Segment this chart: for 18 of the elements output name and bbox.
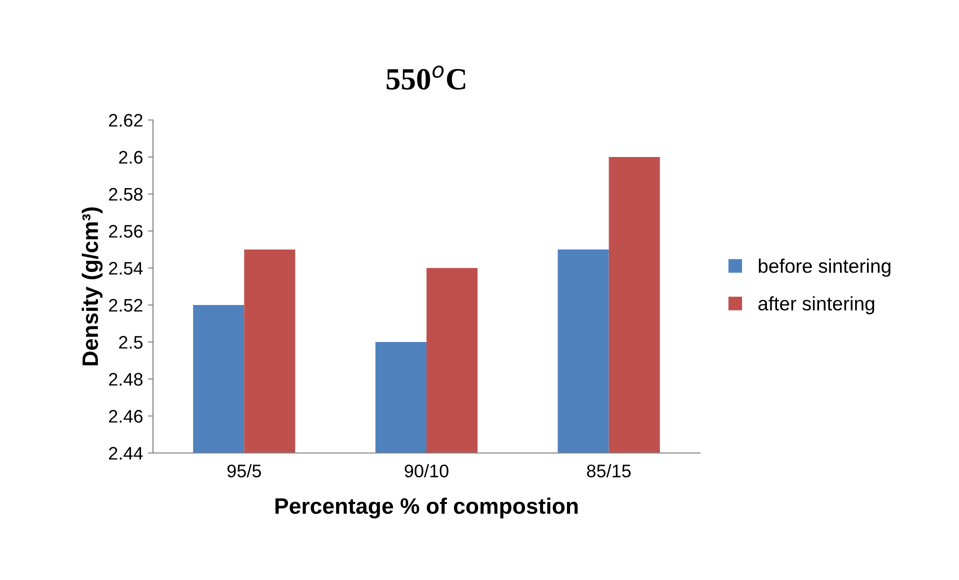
- legend-label: after sintering: [758, 296, 874, 314]
- x-tick-label: 85/15: [587, 464, 631, 478]
- y-tick-label: 2.52: [109, 298, 142, 312]
- y-tick-label: 2.44: [109, 446, 143, 460]
- y-tick-label: 2.54: [109, 262, 143, 275]
- x-tick-label: 90/10: [404, 464, 448, 478]
- y-tick-label: 2.5: [119, 336, 143, 349]
- legend-label: before sintering: [758, 258, 890, 277]
- y-tick-label: 2.62: [109, 114, 142, 127]
- x-tick-label: 95/5: [227, 464, 261, 478]
- y-tick-label: 2.6: [119, 150, 142, 164]
- y-tick-label: 2.58: [109, 188, 142, 201]
- y-tick-label: 2.46: [109, 410, 142, 423]
- x-axis-title: Percentage % of compostion: [276, 498, 578, 518]
- chart-title: 550$^{o}$C: [386, 66, 466, 90]
- y-tick-label: 2.48: [109, 372, 142, 386]
- y-tick-label: 2.56: [109, 224, 142, 238]
- y-axis-title: Density (g/cm³): [82, 207, 103, 366]
